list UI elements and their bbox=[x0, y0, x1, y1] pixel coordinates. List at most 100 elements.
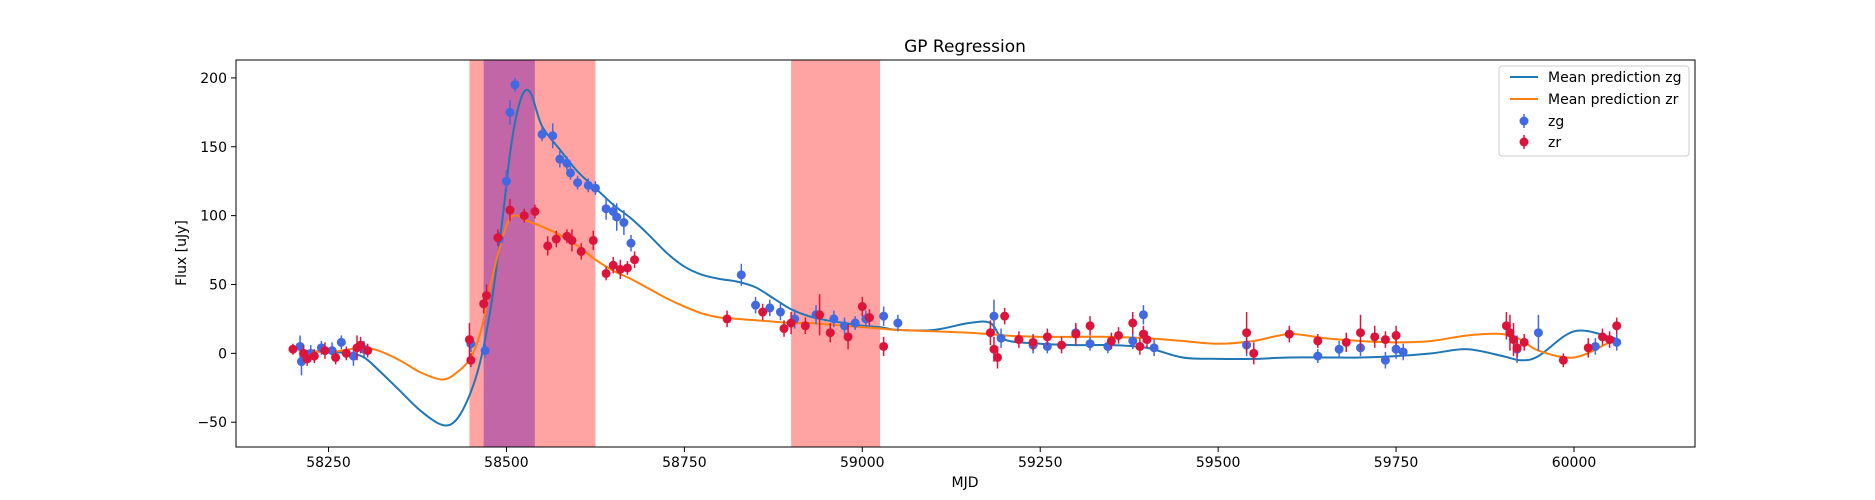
point-zr-46 bbox=[1042, 328, 1052, 346]
marker-zg-21 bbox=[590, 183, 600, 193]
marker-zg-51 bbox=[1334, 344, 1344, 354]
point-zr-49 bbox=[1085, 316, 1095, 336]
marker-zr-71 bbox=[1583, 343, 1593, 353]
marker-zr-16 bbox=[519, 211, 529, 221]
marker-zr-14 bbox=[493, 233, 503, 243]
marker-zr-72 bbox=[1597, 332, 1607, 342]
point-zr-53 bbox=[1135, 338, 1145, 355]
point-zg-40 bbox=[996, 328, 1006, 348]
legend-label-zg-line: Mean prediction zg bbox=[1548, 70, 1682, 86]
marker-zr-45 bbox=[1028, 337, 1038, 347]
legend: Mean prediction zg Mean prediction zr zg… bbox=[1498, 65, 1690, 157]
point-zg-21 bbox=[590, 181, 600, 195]
point-zr-36 bbox=[843, 324, 853, 350]
point-zg-33 bbox=[829, 310, 839, 328]
point-zg-14 bbox=[537, 127, 547, 142]
x-tick-label-59000: 59000 bbox=[840, 455, 885, 471]
marker-zr-29 bbox=[722, 314, 732, 324]
x-tick-label-59500: 59500 bbox=[1196, 455, 1241, 471]
point-zg-53 bbox=[1380, 351, 1390, 369]
marker-zr-52 bbox=[1128, 318, 1138, 328]
marker-zr-2 bbox=[302, 354, 312, 364]
marker-zr-34 bbox=[815, 310, 825, 320]
marker-zg-40 bbox=[996, 333, 1006, 343]
point-zr-27 bbox=[622, 261, 632, 275]
marker-zr-48 bbox=[1071, 329, 1081, 339]
marker-zg-37 bbox=[879, 311, 889, 321]
marker-zr-27 bbox=[622, 263, 632, 273]
marker-zr-56 bbox=[1242, 328, 1252, 338]
point-zr-69 bbox=[1519, 334, 1529, 351]
point-zg-13 bbox=[510, 77, 520, 92]
point-zr-18 bbox=[543, 236, 553, 256]
point-zg-57 bbox=[1533, 314, 1543, 351]
point-zr-0 bbox=[288, 343, 298, 355]
y-tick-label-0: 0 bbox=[218, 346, 227, 362]
point-zg-9 bbox=[480, 343, 490, 358]
point-zg-51 bbox=[1334, 340, 1344, 358]
point-zr-3 bbox=[309, 349, 319, 363]
point-zr-10 bbox=[464, 323, 474, 357]
y-axis-label: Flux [uJy] bbox=[174, 220, 190, 286]
shaded-region-2 bbox=[534, 60, 596, 447]
point-zr-73 bbox=[1605, 331, 1615, 348]
x-tick-label-59250: 59250 bbox=[1018, 455, 1063, 471]
marker-zr-74 bbox=[1612, 321, 1622, 331]
marker-zr-60 bbox=[1341, 337, 1351, 347]
marker-zg-0 bbox=[295, 341, 305, 351]
point-zg-15 bbox=[548, 123, 558, 149]
marker-zg-42 bbox=[1042, 341, 1052, 351]
marker-zr-19 bbox=[551, 234, 561, 244]
point-zr-44 bbox=[1014, 331, 1024, 348]
point-zg-35 bbox=[850, 316, 860, 330]
point-zg-24 bbox=[612, 203, 622, 231]
marker-zr-9 bbox=[363, 346, 373, 356]
marker-zr-62 bbox=[1370, 332, 1380, 342]
marker-zr-40 bbox=[985, 328, 995, 338]
point-zg-48 bbox=[1149, 339, 1159, 357]
marker-zr-36 bbox=[843, 332, 853, 342]
marker-zr-69 bbox=[1519, 337, 1529, 347]
point-zr-5 bbox=[331, 350, 341, 365]
point-zr-35 bbox=[825, 323, 835, 343]
marker-zg-48 bbox=[1149, 343, 1159, 353]
point-zr-55 bbox=[1142, 331, 1152, 348]
y-tick-label-100: 100 bbox=[200, 209, 227, 225]
point-zr-43 bbox=[1000, 307, 1010, 325]
marker-zg-19 bbox=[573, 178, 583, 188]
marker-zg-39 bbox=[989, 311, 999, 321]
point-zr-25 bbox=[608, 256, 618, 274]
point-zg-11 bbox=[501, 170, 511, 193]
point-zr-68 bbox=[1512, 338, 1522, 358]
point-zr-28 bbox=[630, 251, 640, 268]
point-zr-33 bbox=[800, 317, 810, 335]
point-zr-21 bbox=[567, 229, 577, 252]
point-zg-16 bbox=[555, 150, 565, 168]
marker-zr-41 bbox=[989, 344, 999, 354]
marker-zr-63 bbox=[1380, 335, 1390, 345]
marker-zr-3 bbox=[309, 351, 319, 361]
legend-swatch-zg-points bbox=[1519, 114, 1529, 128]
marker-zr-50 bbox=[1106, 336, 1116, 346]
point-zr-16 bbox=[519, 208, 529, 223]
marker-zr-55 bbox=[1142, 335, 1152, 345]
marker-zr-57 bbox=[1249, 348, 1259, 358]
point-zg-37 bbox=[879, 306, 889, 326]
point-zg-38 bbox=[893, 314, 903, 332]
marker-zr-28 bbox=[630, 255, 640, 265]
point-zg-5 bbox=[336, 335, 346, 350]
y-tick-label--50: −50 bbox=[197, 415, 227, 431]
marker-zr-23 bbox=[588, 235, 598, 245]
marker-zg-20 bbox=[583, 180, 593, 190]
point-zr-30 bbox=[758, 303, 768, 321]
point-zr-4 bbox=[320, 342, 330, 359]
point-zr-23 bbox=[588, 230, 598, 251]
point-zr-29 bbox=[722, 310, 732, 328]
marker-zg-5 bbox=[336, 337, 346, 347]
point-zr-42 bbox=[993, 346, 1003, 369]
point-zr-66 bbox=[1505, 314, 1515, 351]
marker-zg-22 bbox=[601, 204, 611, 214]
marker-zg-17 bbox=[562, 158, 572, 168]
point-zr-63 bbox=[1380, 331, 1390, 348]
shaded-region-3 bbox=[791, 60, 881, 447]
